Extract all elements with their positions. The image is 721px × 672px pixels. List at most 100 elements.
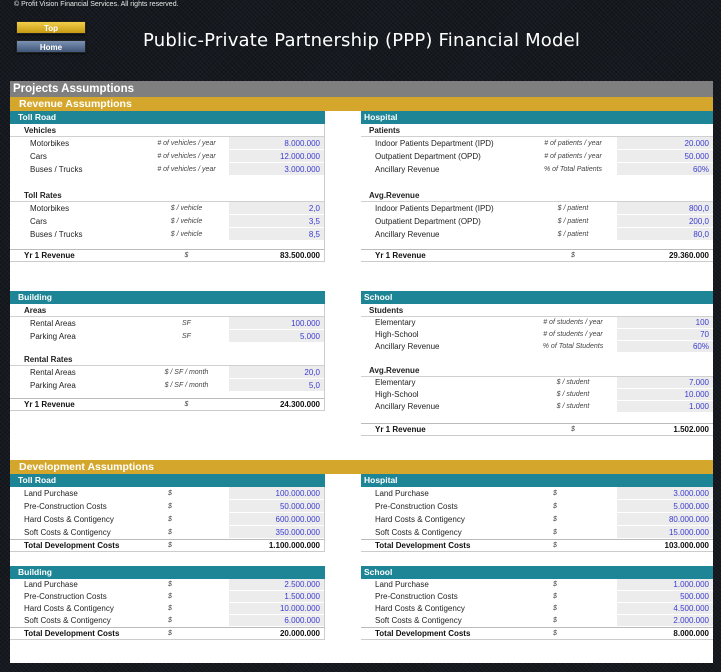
input-cell[interactable]: 1.500.000 xyxy=(229,591,324,603)
input-cell[interactable]: 100 xyxy=(617,317,713,329)
total-unit: $ xyxy=(553,542,557,549)
row-label: Pre-Construction Costs xyxy=(375,502,458,511)
row-unit: % of Total Patients xyxy=(543,166,603,173)
table-row: Outpatient Department (OPD) $ / patient 20… xyxy=(361,215,713,228)
group-title: Students xyxy=(361,304,713,317)
revenue-assumptions-header: Revenue Assumptions xyxy=(10,97,713,111)
input-cell[interactable]: 8.000.000 xyxy=(229,137,324,150)
input-cell[interactable]: 10.000.000 xyxy=(229,603,324,615)
revenue-hospital-panel: Hospital Patients Indoor Patients Depart… xyxy=(361,111,713,262)
row-unit: % of Total Students xyxy=(542,343,604,350)
input-cell[interactable]: 3.000.000 xyxy=(229,163,324,176)
input-cell[interactable]: 20.000 xyxy=(617,137,713,150)
table-row: Soft Costs & Contigency $350.000.000 xyxy=(10,526,324,539)
row-label: Rental Areas xyxy=(30,368,76,377)
input-cell[interactable]: 200,0 xyxy=(617,215,713,228)
table-row: Land Purchase $1.000.000 xyxy=(361,579,713,591)
row-label: Motorbikes xyxy=(30,204,70,213)
input-cell[interactable]: 50.000.000 xyxy=(229,500,324,513)
table-row: Soft Costs & Contigency $6.000.000 xyxy=(10,615,324,627)
input-cell[interactable]: 5,0 xyxy=(229,379,324,392)
input-cell[interactable]: 5.000 xyxy=(229,330,324,343)
input-cell[interactable]: 80,0 xyxy=(617,228,713,241)
input-cell[interactable]: 500.000 xyxy=(617,591,713,603)
input-cell[interactable]: 5.000.000 xyxy=(617,500,713,513)
row-label: Motorbikes xyxy=(30,139,70,148)
row-label: Land Purchase xyxy=(24,580,78,589)
total-label: Yr 1 Revenue xyxy=(375,425,426,434)
row-label: Ancillary Revenue xyxy=(375,230,440,239)
row-unit: $ / vehicle xyxy=(170,231,203,238)
table-row: Elementary # of students / year 100 xyxy=(361,317,713,329)
row-label: Land Purchase xyxy=(24,489,78,498)
row-label: Cars xyxy=(30,152,47,161)
row-unit: $ xyxy=(553,490,557,497)
row-unit: $ / vehicle xyxy=(170,218,203,225)
home-button[interactable]: Home xyxy=(16,40,86,53)
table-row: Pre-Construction Costs $1.500.000 xyxy=(10,591,324,603)
table-row: Buses / Trucks $ / vehicle 8,5 xyxy=(10,228,324,241)
input-cell[interactable]: 6.000.000 xyxy=(229,615,324,627)
input-cell[interactable]: 8,5 xyxy=(229,228,324,241)
row-unit: # of vehicles / year xyxy=(157,166,216,173)
input-cell[interactable]: 70 xyxy=(617,329,713,341)
input-cell[interactable]: 7.000 xyxy=(617,377,713,389)
row-unit: SF xyxy=(182,333,191,340)
input-cell[interactable]: 100.000.000 xyxy=(229,487,324,500)
row-label: Hard Costs & Contigency xyxy=(375,604,465,613)
input-cell[interactable]: 80.000.000 xyxy=(617,513,713,526)
panel-title: Building xyxy=(10,566,325,579)
row-label: Land Purchase xyxy=(375,580,429,589)
input-cell[interactable]: 4.500.000 xyxy=(617,603,713,615)
total-label: Total Development Costs xyxy=(24,629,120,638)
group-title: Avg.Revenue xyxy=(361,364,713,377)
row-label: Soft Costs & Contigency xyxy=(375,528,462,537)
input-cell[interactable]: 2.000.000 xyxy=(617,615,713,627)
development-assumptions-header: Development Assumptions xyxy=(10,460,713,474)
input-cell[interactable]: 15.000.000 xyxy=(617,526,713,539)
assumptions-sheet: Projects Assumptions Revenue Assumptions… xyxy=(10,81,713,663)
input-cell[interactable]: 1.000.000 xyxy=(617,579,713,591)
input-cell[interactable]: 100.000 xyxy=(229,317,324,330)
row-unit: $ xyxy=(168,529,172,536)
input-cell[interactable]: 12.000.000 xyxy=(229,150,324,163)
input-cell[interactable]: 20,0 xyxy=(229,366,324,379)
total-value: 103.000.000 xyxy=(664,541,710,550)
input-cell[interactable]: 2.500.000 xyxy=(229,579,324,591)
revenue-toll-road-panel: Toll Road Vehicles Motorbikes # of vehicl… xyxy=(10,111,325,262)
row-label: Parking Area xyxy=(30,332,76,341)
table-row: Motorbikes $ / vehicle 2,0 xyxy=(10,202,324,215)
table-row: Hard Costs & Contigency $80.000.000 xyxy=(361,513,713,526)
total-unit: $ xyxy=(571,252,575,259)
input-cell[interactable]: 50.000 xyxy=(617,150,713,163)
row-unit: # of students / year xyxy=(543,319,603,326)
row-unit: $ / SF / month xyxy=(164,369,209,376)
input-cell[interactable]: 350.000.000 xyxy=(229,526,324,539)
table-row: Motorbikes # of vehicles / year 8.000.000 xyxy=(10,137,324,150)
table-row: Ancillary Revenue $ / patient 80,0 xyxy=(361,228,713,241)
total-label: Total Development Costs xyxy=(24,541,120,550)
table-row: Land Purchase $100.000.000 xyxy=(10,487,324,500)
input-cell[interactable]: 60% xyxy=(617,163,713,176)
input-cell[interactable]: 3.000.000 xyxy=(617,487,713,500)
input-cell[interactable]: 800,0 xyxy=(617,202,713,215)
input-cell[interactable]: 3,5 xyxy=(229,215,324,228)
copyright-notice: © Profit Vision Financial Services. All … xyxy=(14,1,179,8)
total-row: Total Development Costs $8.000.000 xyxy=(361,627,713,640)
row-label: Pre-Construction Costs xyxy=(24,502,107,511)
top-button[interactable]: Top xyxy=(16,21,86,34)
input-cell[interactable]: 600.000.000 xyxy=(229,513,324,526)
input-cell[interactable]: 2,0 xyxy=(229,202,324,215)
total-label: Total Development Costs xyxy=(375,629,471,638)
row-unit: $ / vehicle xyxy=(170,205,203,212)
input-cell[interactable]: 60% xyxy=(617,341,713,353)
total-value: 8.000.000 xyxy=(673,629,709,638)
table-row: Elementary $ / student 7.000 xyxy=(361,377,713,389)
table-row: Outpatient Department (OPD) # of patients… xyxy=(361,150,713,163)
row-unit: # of patients / year xyxy=(544,153,602,160)
input-cell[interactable]: 1.000 xyxy=(617,401,713,413)
table-row: Cars # of vehicles / year 12.000.000 xyxy=(10,150,324,163)
input-cell[interactable]: 10.000 xyxy=(617,389,713,401)
total-row: Total Development Costs $103.000.000 xyxy=(361,539,713,552)
row-unit: $ xyxy=(168,605,172,612)
